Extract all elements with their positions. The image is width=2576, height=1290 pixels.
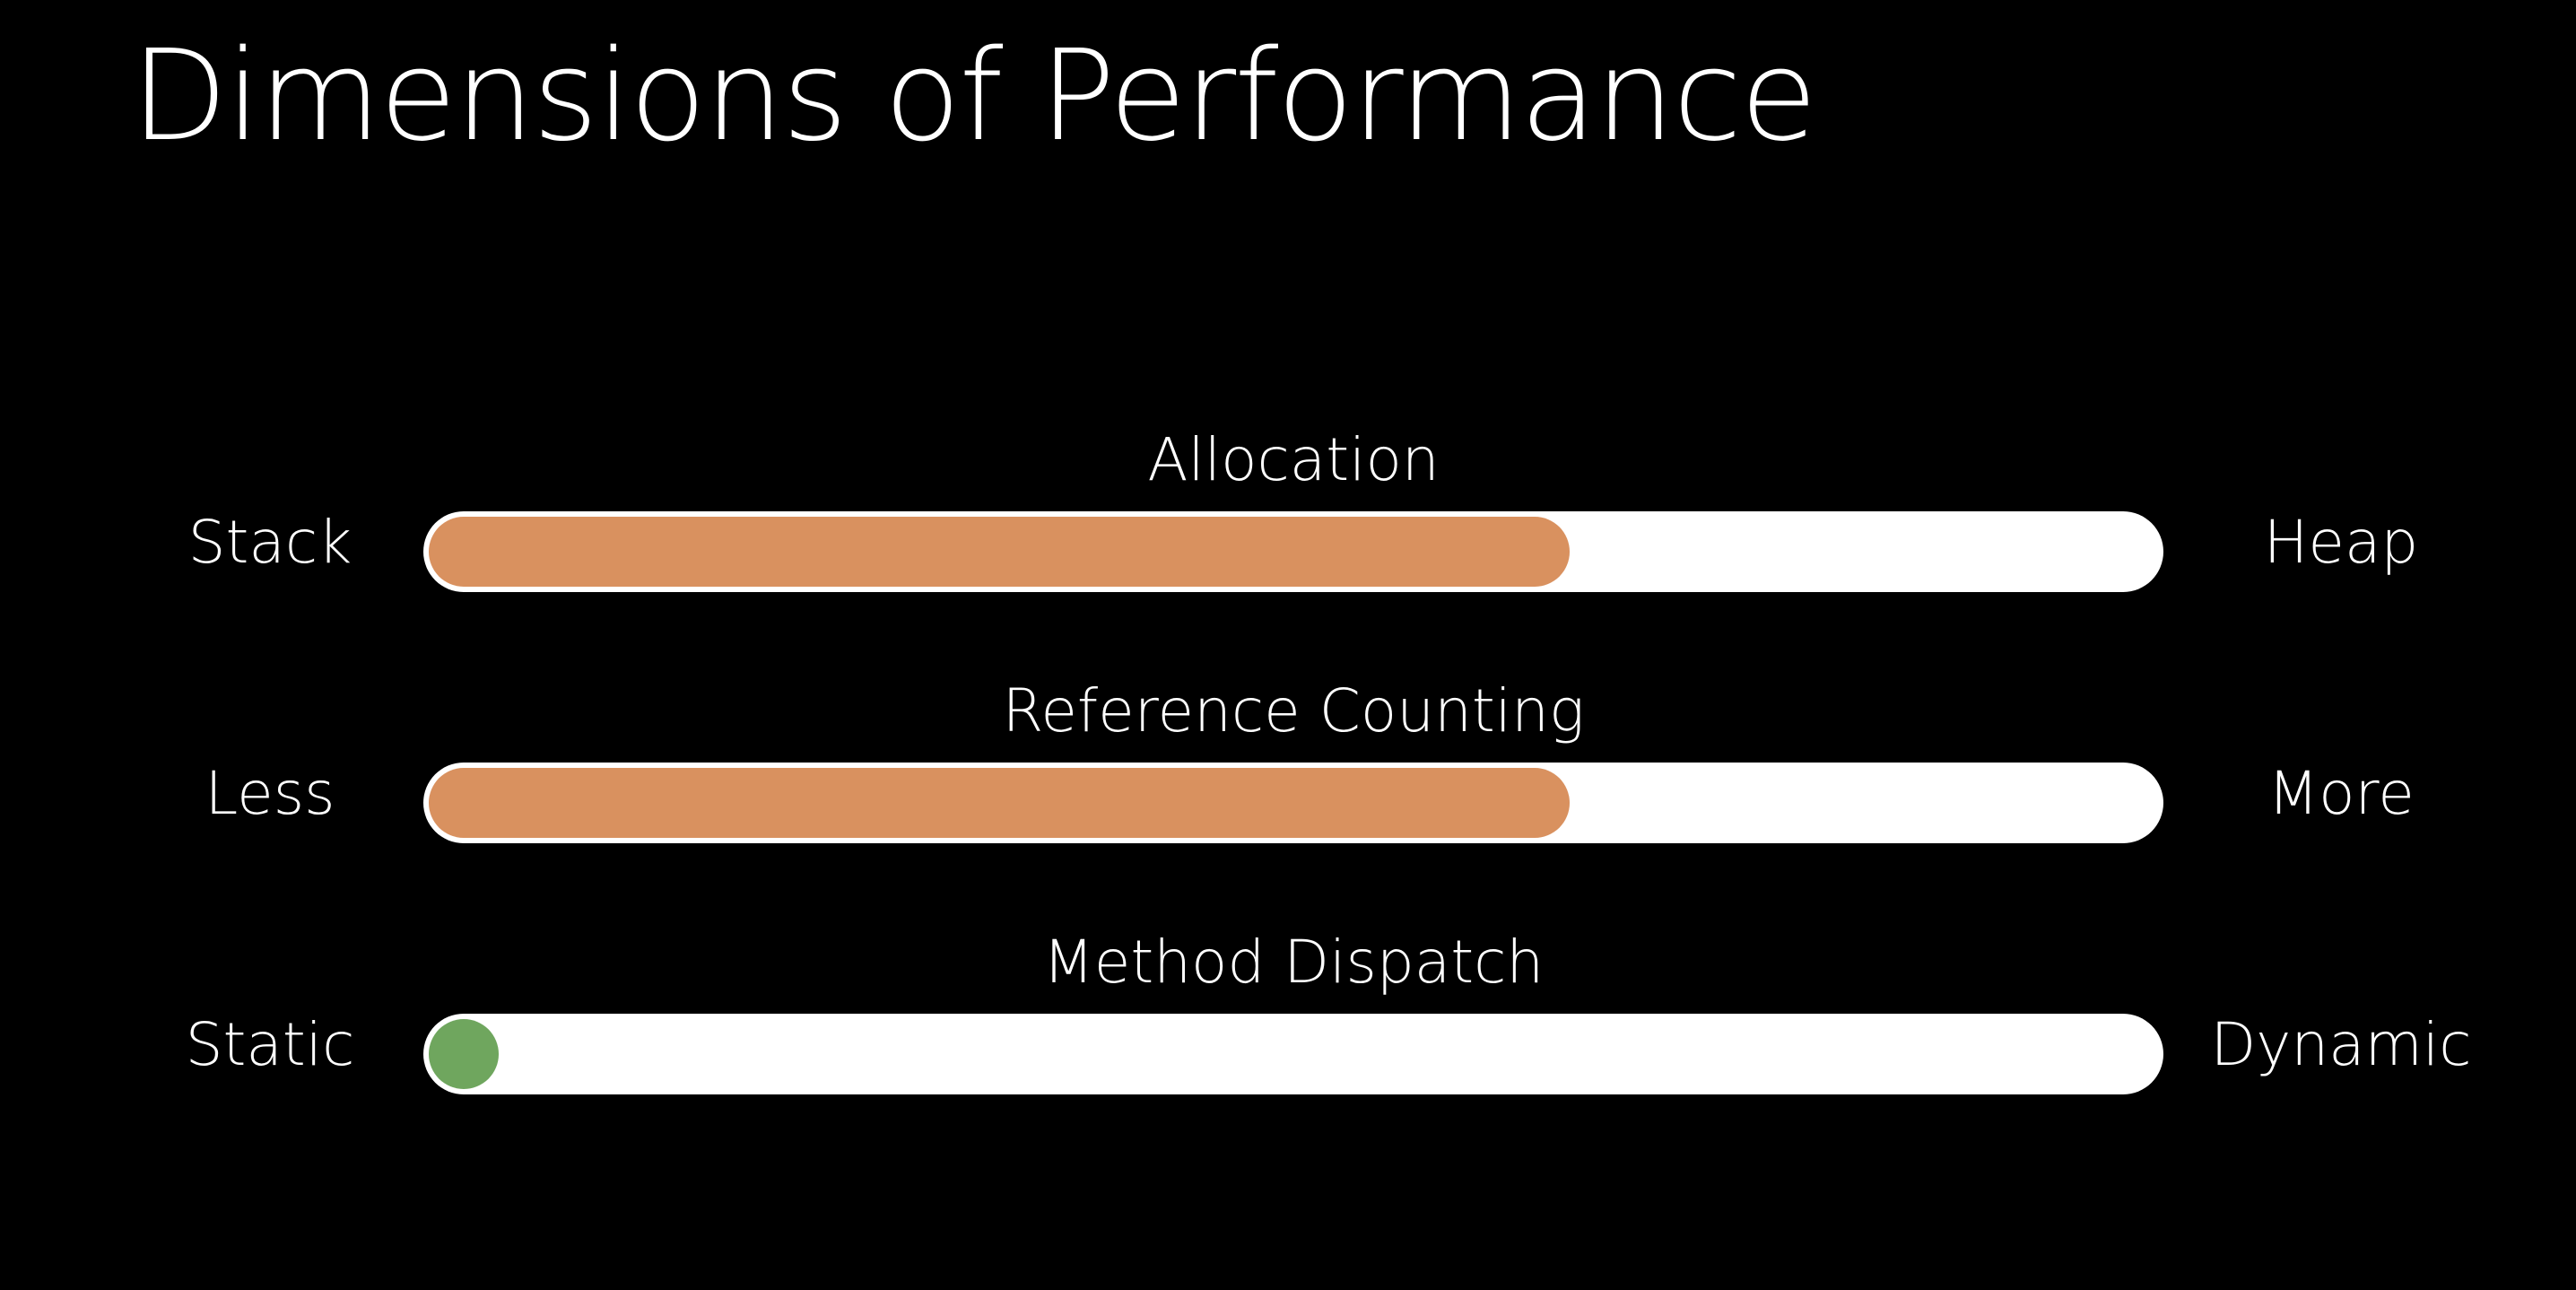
dimension-label: Allocation — [1147, 425, 1440, 494]
slide-title: Dimensions of Performance — [131, 23, 1817, 170]
left-end-label: Less — [205, 759, 335, 828]
scale-track — [423, 763, 2163, 843]
scale-fill — [429, 517, 1570, 587]
left-end-label: Stack — [187, 508, 352, 577]
dimension-method-dispatch: Method Dispatch Static Dynamic — [0, 933, 2576, 1094]
dimension-allocation: Allocation Stack Heap — [0, 431, 2576, 592]
left-end-label: Static — [185, 1010, 355, 1079]
dimension-reference-counting: Reference Counting Less More — [0, 682, 2576, 843]
scale-fill — [429, 768, 1570, 838]
right-end-label: Dynamic — [2210, 1010, 2472, 1079]
right-end-label: More — [2267, 759, 2415, 828]
right-end-label: Heap — [2263, 508, 2419, 577]
dimension-label: Reference Counting — [1002, 676, 1585, 745]
scale-fill — [429, 1019, 499, 1089]
scale-track — [423, 1014, 2163, 1094]
scale-track — [423, 511, 2163, 592]
dimension-label: Method Dispatch — [1042, 928, 1545, 997]
